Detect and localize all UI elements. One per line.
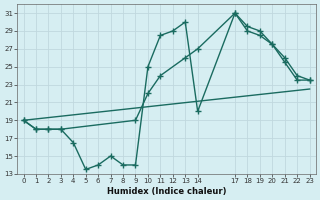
X-axis label: Humidex (Indice chaleur): Humidex (Indice chaleur) bbox=[107, 187, 226, 196]
